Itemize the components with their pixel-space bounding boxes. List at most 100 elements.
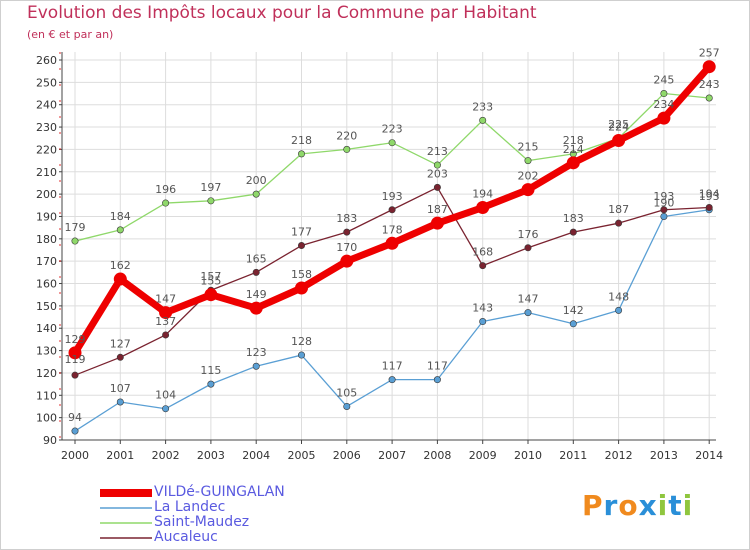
data-label: 218 [563,134,584,147]
data-label: 147 [518,293,539,306]
data-point [524,157,532,165]
data-point [524,244,532,252]
data-point [207,197,215,205]
x-tick-label: 2003 [197,449,225,462]
data-label: 187 [427,203,448,216]
data-label: 225 [608,118,629,131]
data-point [660,206,668,214]
y-tick-label: 160 [36,278,57,291]
data-point [615,306,623,314]
data-label: 203 [427,167,448,180]
data-label: 128 [291,335,312,348]
data-point [162,199,170,207]
y-tick-label: 100 [36,412,57,425]
data-point [343,145,351,153]
data-label: 119 [65,353,86,366]
data-point [433,183,441,191]
logo-letter: r [603,489,619,522]
data-label: 117 [427,360,448,373]
data-point [660,90,668,98]
data-label: 143 [472,302,493,315]
data-point [159,306,173,320]
data-label: 218 [291,134,312,147]
data-label: 179 [65,221,86,234]
y-tick-label: 90 [43,434,57,447]
y-tick-label: 170 [36,255,57,268]
data-label: 176 [518,228,539,241]
data-point [71,237,79,245]
data-label: 117 [382,360,403,373]
data-point [569,228,577,236]
data-label: 257 [699,47,720,60]
y-tick-label: 110 [36,389,57,402]
data-label: 148 [608,290,629,303]
data-label: 223 [382,123,403,136]
data-point [71,427,79,435]
data-label: 157 [200,270,221,283]
data-label: 214 [563,143,584,156]
data-point [657,111,671,125]
data-label: 115 [200,364,221,377]
data-point [204,288,218,302]
data-label: 183 [336,212,357,225]
y-tick-label: 260 [36,54,57,67]
data-point [116,353,124,361]
data-label: 193 [382,190,403,203]
data-point [479,318,487,326]
x-tick-label: 2013 [650,449,678,462]
y-tick-label: 230 [36,121,57,134]
data-label: 129 [65,333,86,346]
data-label: 194 [472,188,493,201]
legend-label: VILDé-GUINGALAN [154,484,285,500]
proxiti-logo: Proxiti [582,489,693,522]
data-point [71,371,79,379]
data-point [612,133,626,147]
data-point [113,272,127,286]
data-label: 215 [518,141,539,154]
data-label: 104 [155,389,176,402]
data-label: 196 [155,183,176,196]
data-point [249,301,263,315]
data-label: 105 [336,386,357,399]
logo-letter: i [682,489,694,522]
data-label: 200 [246,174,267,187]
y-tick-label: 210 [36,166,57,179]
data-label: 213 [427,145,448,158]
x-tick-label: 2010 [514,449,542,462]
data-point [207,380,215,388]
data-point [660,212,668,220]
y-tick-label: 150 [36,300,57,313]
data-point [68,346,82,360]
data-point [162,331,170,339]
data-label: 197 [200,181,221,194]
data-label: 194 [699,188,720,201]
data-point [162,405,170,413]
data-point [385,236,399,250]
data-label: 149 [246,288,267,301]
data-point [479,116,487,124]
data-label: 187 [608,203,629,216]
y-tick-label: 240 [36,99,57,112]
data-label: 127 [110,337,131,350]
data-point [566,156,580,170]
data-label: 168 [472,246,493,259]
y-tick-label: 250 [36,76,57,89]
x-tick-label: 2004 [242,449,270,462]
data-label: 243 [699,78,720,91]
data-label: 224 [608,120,629,133]
y-tick-label: 220 [36,143,57,156]
x-tick-label: 2012 [605,449,633,462]
y-tick-label: 130 [36,345,57,358]
x-tick-label: 2006 [333,449,361,462]
data-label: 170 [336,241,357,254]
data-point [433,161,441,169]
data-point [524,309,532,317]
legend-label: La Landec [154,499,226,515]
data-label: 158 [291,268,312,281]
data-point [297,150,305,158]
data-point [388,139,396,147]
x-tick-label: 2002 [152,449,180,462]
data-point [569,320,577,328]
data-point [252,268,260,276]
